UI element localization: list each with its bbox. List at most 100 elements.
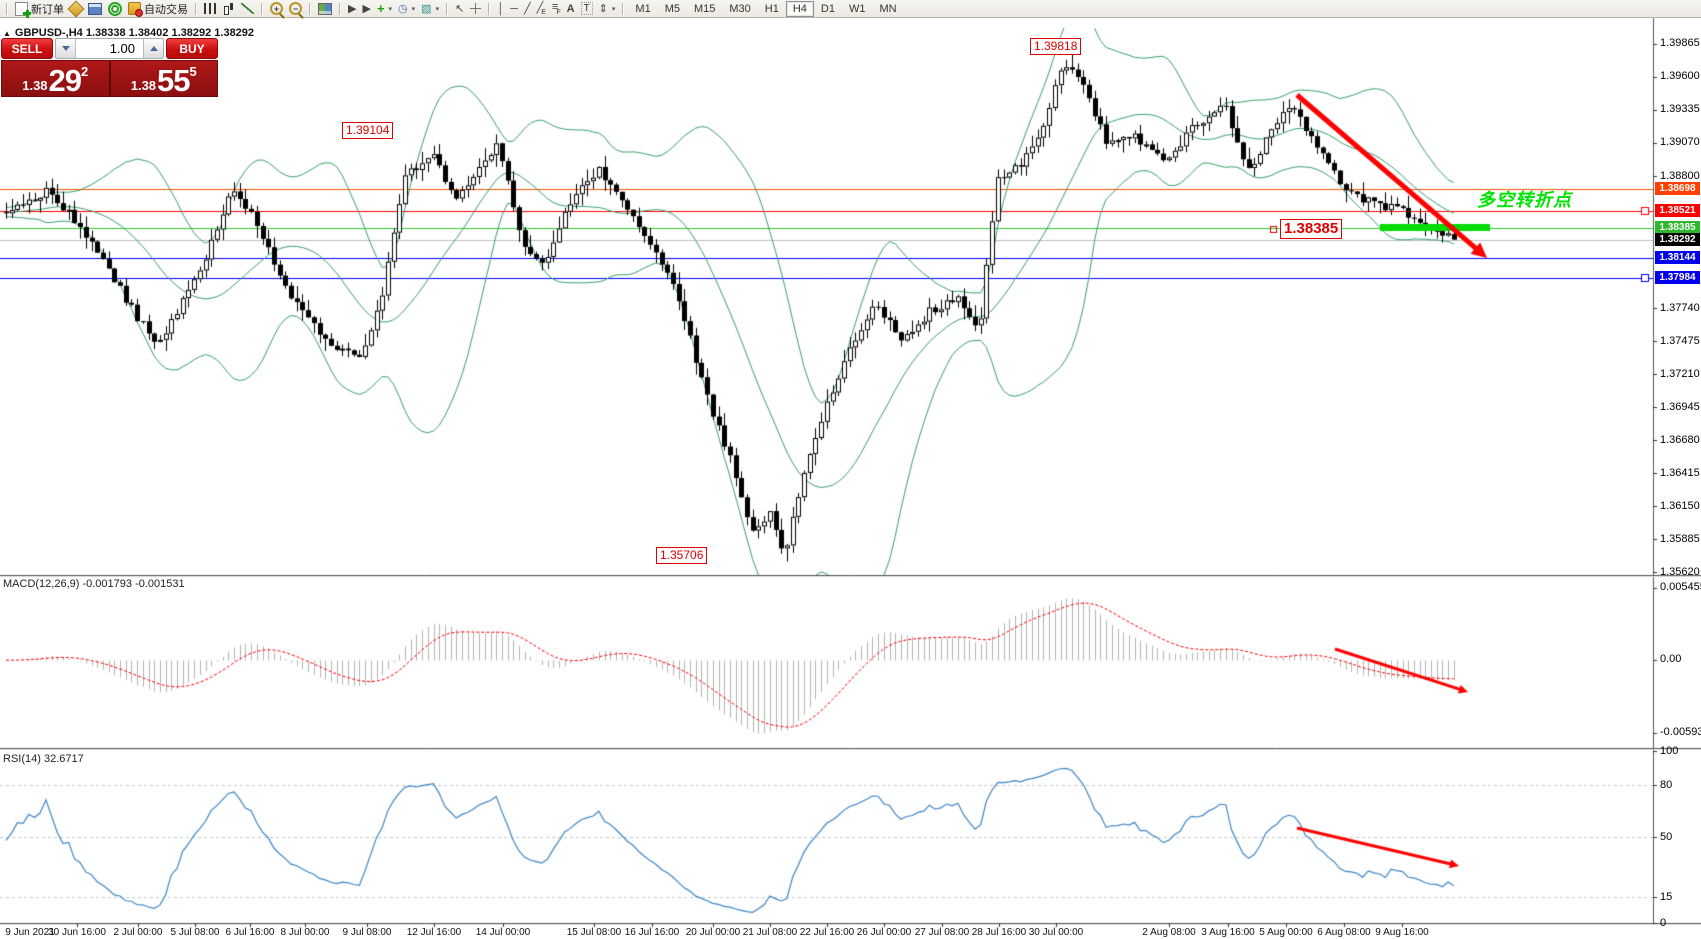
autotrading-icon <box>128 2 143 17</box>
timeframe-button-m5[interactable]: M5 <box>664 2 680 15</box>
text-icon: A <box>566 2 575 15</box>
add-indicators-icon: + <box>376 1 385 16</box>
chart-shift-icon: ▶ <box>362 3 371 15</box>
toolbar-separator <box>195 2 197 15</box>
toolbar-separator <box>488 2 491 15</box>
sell-price-pip: 2 <box>81 64 89 79</box>
equidistant-channel-icon: ╱E <box>536 1 546 17</box>
toolbar-separator <box>446 2 449 15</box>
templates-button[interactable]: ▧ ▾ <box>418 1 442 16</box>
sell-price[interactable]: 1.38 29 2 <box>2 61 109 96</box>
new-order-button[interactable]: 新订单 <box>12 1 67 18</box>
volume-input[interactable]: 1.00 <box>109 41 135 56</box>
crosshair-button[interactable] <box>467 1 484 16</box>
text-button[interactable]: A <box>564 1 578 16</box>
autotrading-button[interactable]: 自动交易 <box>125 1 191 17</box>
tile-windows-button[interactable] <box>315 1 335 16</box>
price-divider <box>108 61 111 96</box>
timeframe-button-h4[interactable]: H4 <box>785 0 814 17</box>
cursor-icon: ↖ <box>455 3 465 15</box>
buy-price-prefix: 1.38 <box>130 78 157 93</box>
auto-scroll-icon: ▶ <box>348 3 357 15</box>
buy-price-big: 55 <box>157 63 190 98</box>
new-order-icon <box>15 1 31 18</box>
new-order-label: 新订单 <box>31 3 64 16</box>
timeframe-button-h1[interactable]: H1 <box>764 2 779 15</box>
chart-profile-icon <box>67 0 85 17</box>
chevron-down-icon: ▾ <box>435 5 440 13</box>
timeframe-button-d1[interactable]: D1 <box>820 2 835 15</box>
annotation-swing-high[interactable]: 1.39818 <box>1030 38 1082 55</box>
toolbar-separator <box>339 2 341 15</box>
zoom-in-icon: + <box>270 2 283 15</box>
toolbar: 新订单 自动交易 + − ▶ ▶ + ▾ ◷ ▾ ▧ ▾ ↖ │ ─ ╱ ╱E ≡F A T ⇕ ▾ M1 M5 M15 M30 H… <box>0 0 1701 18</box>
trendline-icon: ╱ <box>523 3 531 15</box>
crosshair-icon <box>470 3 482 14</box>
horizontal-line-icon: ─ <box>510 2 518 15</box>
vertical-line-icon: │ <box>497 2 505 15</box>
buy-price-pip: 5 <box>189 64 197 79</box>
candlestick-chart-icon <box>222 2 235 15</box>
autotrading-label: 自动交易 <box>144 3 188 16</box>
sell-button[interactable]: SELL <box>1 38 53 59</box>
toolbar-separator <box>309 2 311 15</box>
arrows-button[interactable]: ⇕ ▾ <box>596 1 619 16</box>
chart-shift-button[interactable]: ▶ <box>359 1 373 16</box>
line-chart-button[interactable] <box>238 1 257 16</box>
volume-increase-button[interactable] <box>143 39 163 58</box>
market-watch-button[interactable] <box>85 1 105 16</box>
toolbar-separator <box>6 2 8 15</box>
trendline-button[interactable]: ╱ <box>521 1 534 16</box>
volume-decrease-button[interactable] <box>56 39 76 58</box>
periods-button[interactable]: ◷ ▾ <box>395 1 418 16</box>
annotation-turning-point-note[interactable]: 多空转折点 <box>1477 190 1572 210</box>
signals-button[interactable] <box>105 1 125 16</box>
fibonacci-button[interactable]: ≡F <box>549 1 564 16</box>
chevron-down-icon: ▾ <box>411 5 416 13</box>
periods-icon: ◷ <box>398 3 408 15</box>
bar-chart-button[interactable] <box>201 1 219 16</box>
templates-icon: ▧ <box>421 3 432 15</box>
text-label-button[interactable]: T <box>578 1 596 16</box>
chevron-down-icon: ▾ <box>388 5 393 13</box>
sell-price-big: 29 <box>48 63 82 98</box>
chevron-up-icon <box>149 46 158 51</box>
toolbar-separator <box>261 2 263 15</box>
auto-scroll-button[interactable]: ▶ <box>345 1 359 16</box>
timeframe-button-w1[interactable]: W1 <box>848 2 866 15</box>
annotation-swing-low[interactable]: 1.35706 <box>656 547 708 564</box>
vertical-line-button[interactable]: │ <box>494 1 507 16</box>
tile-windows-icon <box>318 2 332 15</box>
fibonacci-icon: ≡F <box>551 1 561 16</box>
toolbar-separator <box>622 2 625 15</box>
market-watch-icon <box>88 2 102 15</box>
candlestick-chart-button[interactable] <box>219 1 238 16</box>
buy-button[interactable]: BUY <box>166 38 218 59</box>
volume-spinner: 1.00 <box>55 38 164 59</box>
timeframe-button-m30[interactable]: M30 <box>729 2 751 15</box>
bar-chart-icon <box>204 3 216 14</box>
sell-price-prefix: 1.38 <box>22 78 48 93</box>
horizontal-line-button[interactable]: ─ <box>507 1 521 16</box>
chart-profile-button[interactable] <box>67 0 85 17</box>
equidistant-channel-button[interactable]: ╱E <box>534 1 549 16</box>
timeframe-button-m1[interactable]: M1 <box>635 2 651 15</box>
text-label-icon: T <box>580 2 593 15</box>
one-click-trade-panel: SELL 1.00 BUY 1.38 29 2 <box>1 38 218 97</box>
zoom-out-button[interactable]: − <box>286 1 305 16</box>
add-indicators-button[interactable]: + ▾ <box>374 1 395 16</box>
signals-icon <box>108 1 122 16</box>
chevron-down-icon: ▾ <box>611 5 616 13</box>
zoom-in-button[interactable]: + <box>267 1 286 16</box>
cursor-button[interactable]: ↖ <box>452 1 467 16</box>
annotation-prior-high[interactable]: 1.39104 <box>342 122 394 139</box>
annotation-support-level[interactable]: 1.38385 <box>1280 219 1343 239</box>
timeframe-button-m15[interactable]: M15 <box>693 2 716 15</box>
timeframe-button-mn[interactable]: MN <box>879 2 897 15</box>
chevron-down-icon <box>61 46 70 51</box>
arrows-icon: ⇕ <box>598 3 608 15</box>
buy-price[interactable]: 1.38 55 5 <box>111 61 218 96</box>
line-chart-icon <box>241 3 254 14</box>
